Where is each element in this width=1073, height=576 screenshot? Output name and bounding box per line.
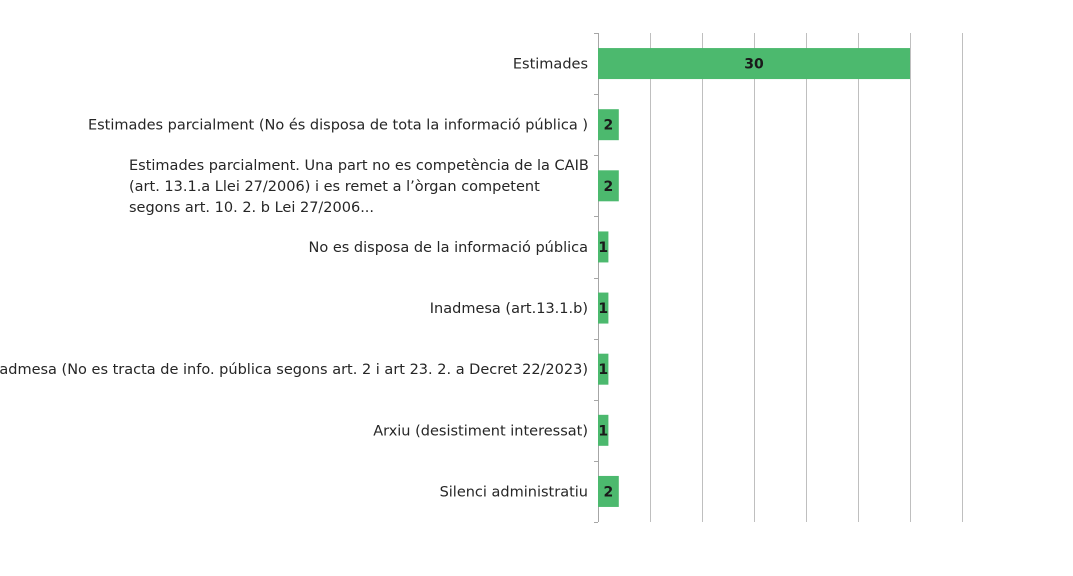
data-label: 1 bbox=[598, 240, 608, 256]
bar bbox=[598, 475, 619, 507]
bar bbox=[598, 231, 609, 263]
category-label: Arxiu (desistiment interessat) bbox=[373, 423, 588, 439]
category-label: Silenci administratiu bbox=[440, 484, 588, 500]
category-axis bbox=[594, 33, 598, 523]
data-label: 2 bbox=[604, 484, 614, 500]
category-label-line: segons art. 10. 2. b Lei 27/2006... bbox=[129, 200, 374, 216]
category-label: Estimades parcialment (No és disposa de … bbox=[88, 118, 588, 134]
category-label: Estimades bbox=[513, 57, 588, 73]
data-label: 1 bbox=[598, 423, 608, 439]
data-label: 1 bbox=[598, 362, 608, 378]
category-label: Inadmesa (art.13.1.b) bbox=[430, 301, 588, 317]
data-label: 2 bbox=[604, 118, 614, 134]
bars bbox=[598, 48, 910, 507]
category-label-line: Estimades parcialment. Una part no es co… bbox=[129, 158, 589, 174]
gridlines bbox=[598, 33, 963, 522]
bar bbox=[598, 292, 609, 324]
category-label-line: (art. 13.1.a Llei 27/2006) i es remet a … bbox=[129, 179, 540, 195]
category-label: No es disposa de la informació pública bbox=[309, 240, 589, 256]
data-label: 2 bbox=[604, 179, 614, 195]
bar bbox=[598, 414, 609, 446]
category-labels: Estimades Estimades parcialment (No és di… bbox=[0, 57, 589, 501]
bar bbox=[598, 170, 619, 202]
data-label: 30 bbox=[744, 57, 764, 73]
data-labels: 30 2 2 1 1 1 1 2 bbox=[598, 57, 764, 501]
bar bbox=[598, 353, 609, 385]
bar bbox=[598, 109, 619, 141]
data-label: 1 bbox=[598, 301, 608, 317]
category-label: Inadmesa (No es tracta de info. pública … bbox=[0, 362, 588, 378]
bar bbox=[598, 48, 910, 80]
